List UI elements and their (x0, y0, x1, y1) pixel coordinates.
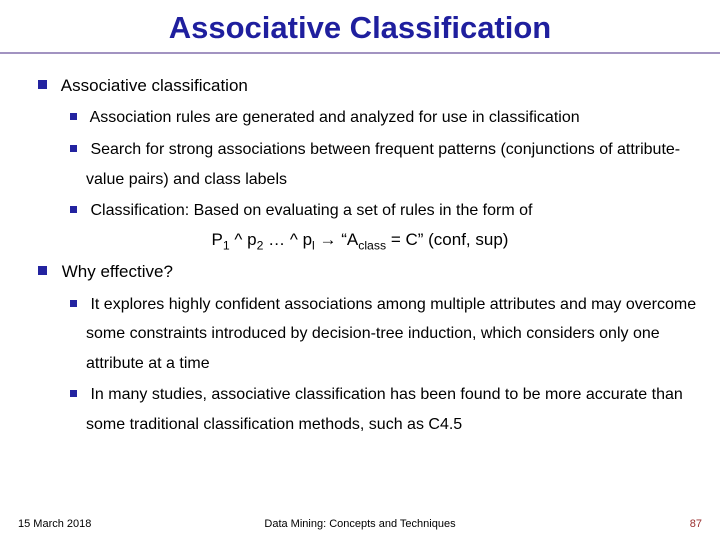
bullet-icon (38, 80, 47, 89)
bullet-text: Association rules are generated and anal… (90, 109, 580, 126)
bullet-l2: In many studies, associative classificat… (36, 380, 700, 439)
bullet-text: Classification: Based on evaluating a se… (90, 202, 532, 219)
footer-center: Data Mining: Concepts and Techniques (0, 518, 720, 530)
bullet-icon (70, 206, 77, 213)
bullet-text: Why effective? (62, 262, 173, 281)
formula: P1 ^ p2 … ^ pl → “Aclass = C” (conf, sup… (20, 230, 700, 252)
bullet-icon (70, 300, 77, 307)
bullet-text: In many studies, associative classificat… (86, 386, 683, 433)
footer-page: 87 (690, 518, 702, 530)
slide-body: Associative classification Association r… (0, 54, 720, 440)
formula-dots: … (263, 230, 289, 249)
bullet-icon (38, 266, 47, 275)
slide-title: Associative Classification (0, 0, 720, 52)
bullet-icon (70, 145, 77, 152)
bullet-text: Associative classification (61, 76, 248, 95)
bullet-l1: Associative classification (20, 70, 700, 101)
bullet-icon (70, 113, 77, 120)
bullet-text: Search for strong associations between f… (86, 141, 680, 188)
bullet-l2: Classification: Based on evaluating a se… (36, 196, 700, 226)
bullet-l2: Search for strong associations between f… (36, 135, 700, 194)
formula-caret2: ^ (290, 230, 303, 249)
bullet-text: It explores highly confident association… (86, 296, 696, 372)
bullet-l2: It explores highly confident association… (36, 290, 700, 379)
formula-class: class (358, 238, 386, 252)
formula-p1: P (212, 230, 223, 249)
formula-p2: p (247, 230, 256, 249)
formula-s1: 1 (223, 238, 230, 252)
formula-arrow: → “A (315, 230, 358, 249)
bullet-icon (70, 390, 77, 397)
bullet-l1: Why effective? (20, 256, 700, 287)
bullet-l2: Association rules are generated and anal… (36, 103, 700, 133)
formula-pl: p (303, 230, 312, 249)
formula-caret1: ^ (230, 230, 247, 249)
formula-tail: = C” (conf, sup) (386, 230, 508, 249)
